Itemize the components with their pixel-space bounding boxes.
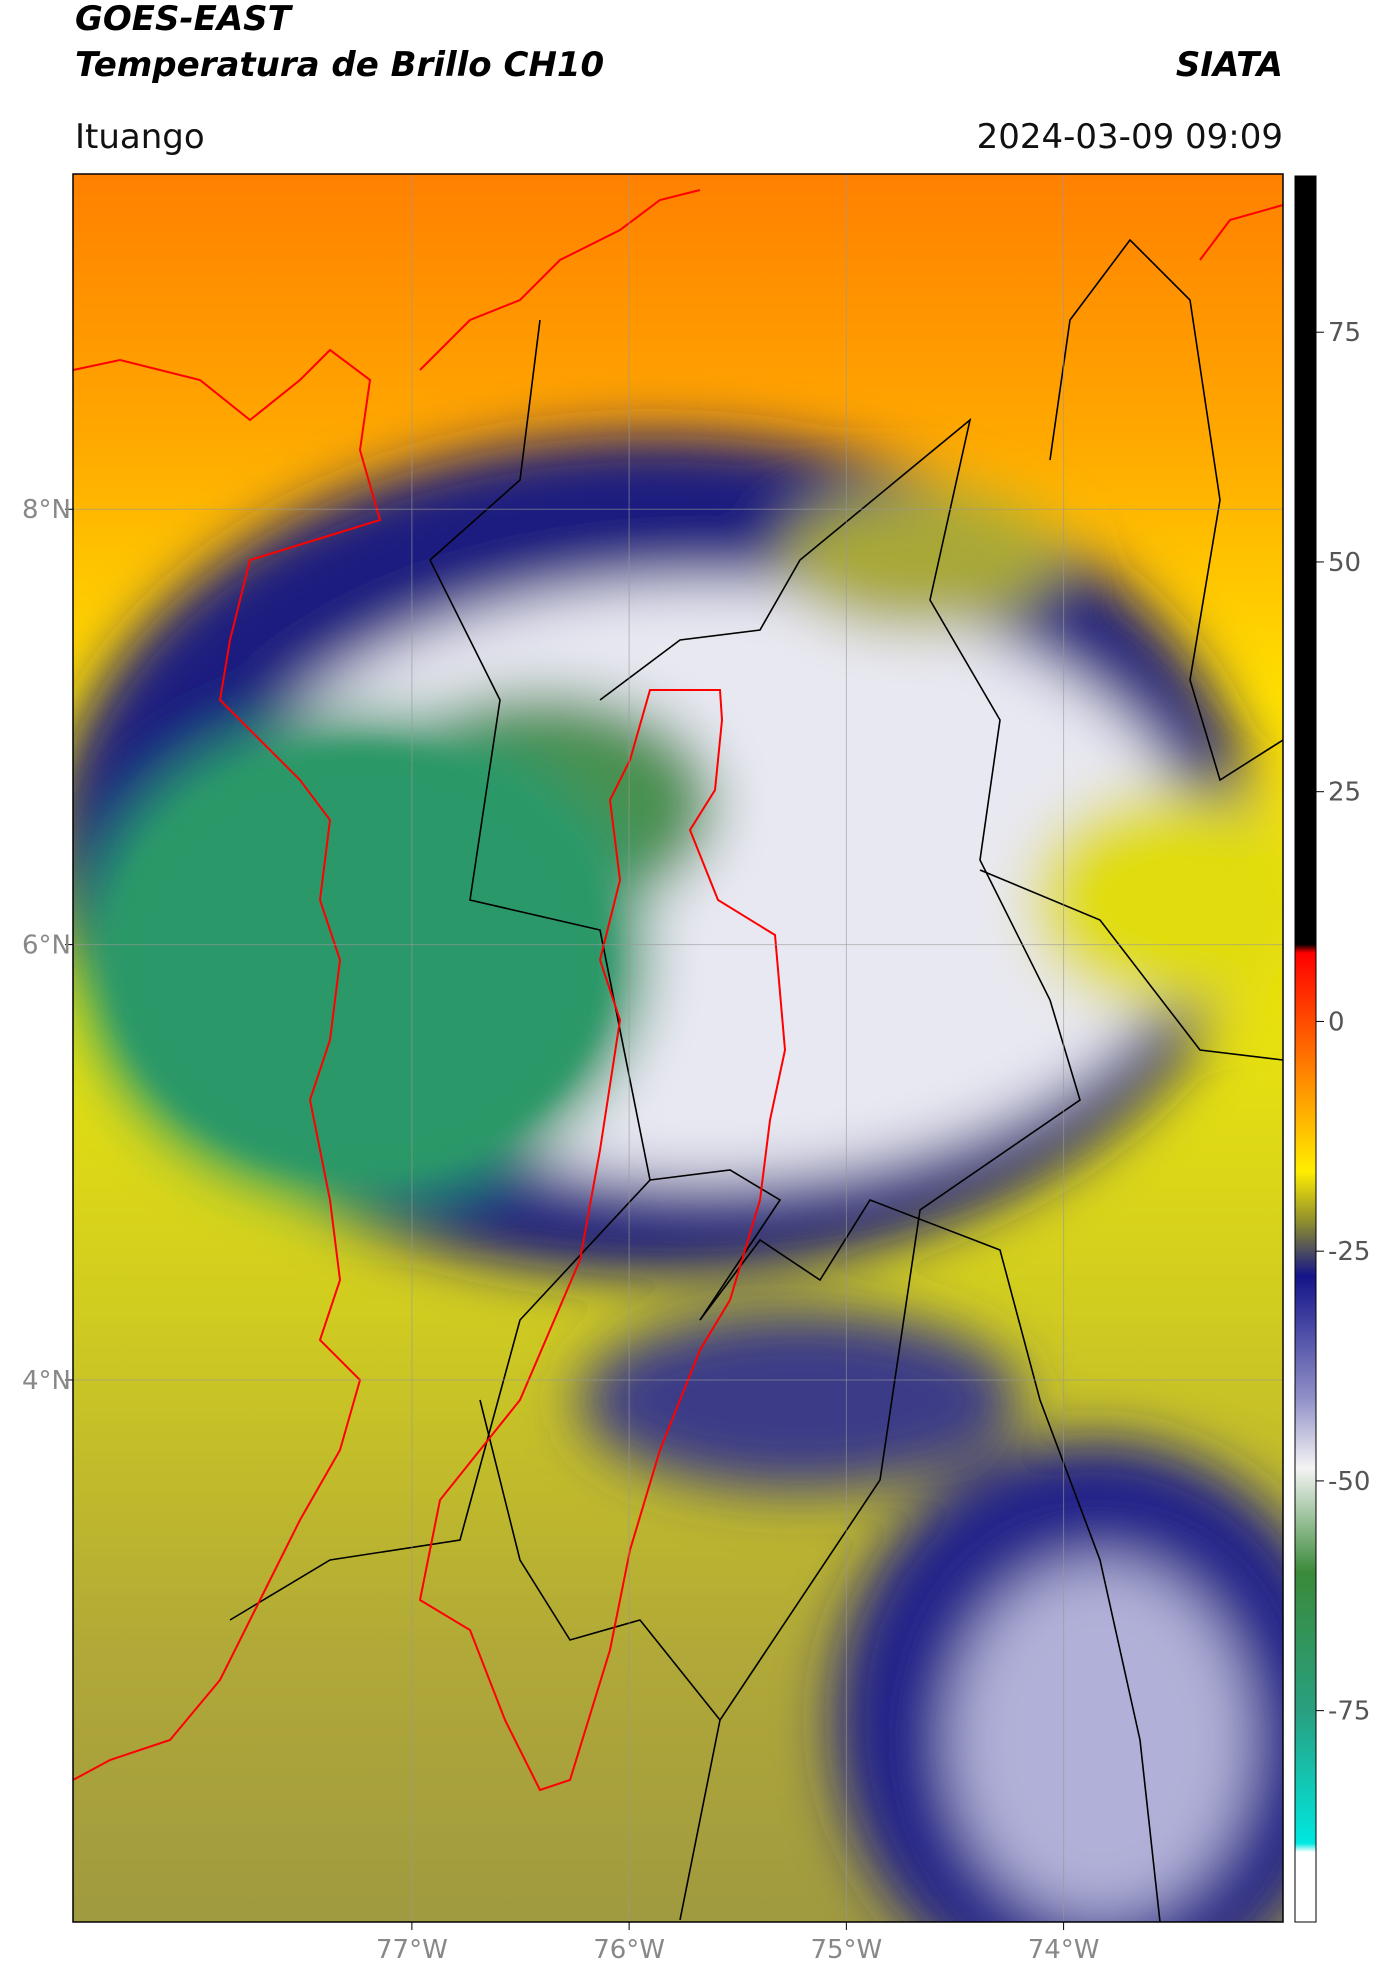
colorbar [1294, 175, 1317, 1923]
y-tick-label: 4°N [22, 1366, 71, 1396]
timestamp: 2024-03-09 09:09 [977, 117, 1283, 157]
x-tick-label: 76°W [593, 1935, 665, 1965]
x-tick-label: 74°W [1028, 1935, 1100, 1965]
x-tick-label: 77°W [376, 1935, 448, 1965]
x-tick-label: 75°W [810, 1935, 882, 1965]
location: Ituango [75, 117, 205, 157]
y-tick-label: 6°N [22, 931, 71, 961]
colorbar-tick-label: 25 [1328, 778, 1361, 808]
colorbar-tick-label: 50 [1328, 548, 1361, 578]
colorbar-tick-label: 75 [1328, 318, 1361, 348]
source: SIATA [1176, 45, 1283, 85]
colorbar-tick-label: -75 [1328, 1697, 1370, 1727]
colorbar-tick-label: 0 [1328, 1007, 1345, 1037]
title: GOES-EAST [75, 0, 294, 39]
satellite-field [73, 174, 1283, 1922]
map-frame [72, 173, 1284, 1923]
subtitle: Temperatura de Brillo CH10 [75, 45, 604, 85]
colorbar-tick-label: -50 [1328, 1467, 1370, 1497]
colorbar-tick-label: -25 [1328, 1237, 1370, 1267]
y-tick-label: 8°N [22, 495, 71, 525]
